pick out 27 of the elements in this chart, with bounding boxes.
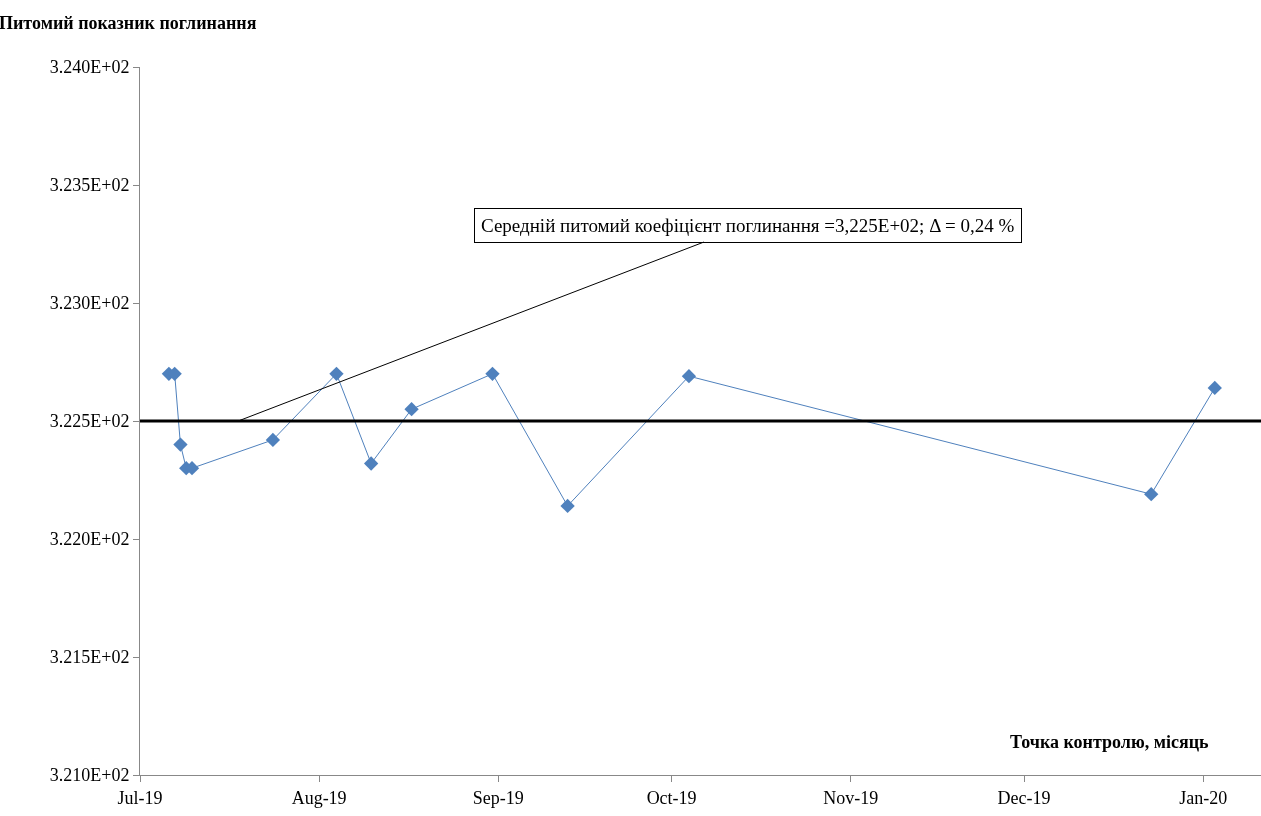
x-tick-label: Aug-19 — [291, 787, 347, 808]
y-tick-label: 3.220E+02 — [49, 529, 130, 550]
x-tick-label: Sep-19 — [472, 787, 524, 808]
x-axis-title: Точка контролю, місяць — [1010, 732, 1210, 752]
point — [363, 456, 379, 471]
y-tick-label: 3.225E+02 — [49, 411, 130, 432]
y-tick-label: 3.230E+02 — [49, 293, 130, 314]
point — [329, 366, 344, 381]
point — [265, 432, 281, 448]
y-tick-label: 3.215E+02 — [49, 647, 130, 668]
annotation: Середній питомий коефіцієнт поглинання =3,225E+02; Δ = 0,24 % — [481, 215, 1015, 236]
point — [560, 498, 575, 514]
y-axis-title: Питомий показник поглинання — [0, 13, 257, 33]
point — [485, 366, 500, 381]
x-tick-label: Nov-19 — [823, 787, 879, 808]
x-tick-label: Oct-19 — [646, 787, 697, 808]
y-tick-label: 3.210E+02 — [49, 765, 130, 786]
point — [681, 369, 697, 384]
point — [404, 402, 419, 417]
x-tick-label: Dec-19 — [997, 787, 1051, 808]
point — [1144, 487, 1159, 502]
y-tick-label: 3.235E+02 — [49, 175, 130, 196]
x-tick-label: Jul-19 — [117, 787, 163, 808]
x-tick-label: Jan-20 — [1179, 787, 1228, 808]
point — [1207, 380, 1222, 396]
point — [173, 437, 188, 452]
y-tick-label: 3.240E+02 — [49, 57, 130, 78]
